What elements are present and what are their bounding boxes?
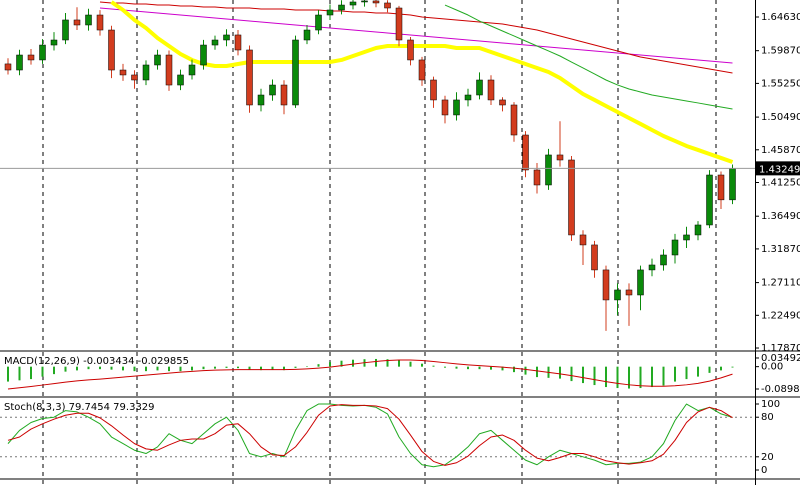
candle-body [257, 94, 265, 106]
y-tick-label: 1.17870 [761, 343, 800, 354]
candle-body [556, 154, 564, 161]
candle-body [188, 64, 196, 76]
candle-body [476, 79, 483, 96]
candle-body [614, 289, 621, 301]
candle-body [545, 154, 552, 186]
last-price-label: 1.43249 [759, 164, 800, 175]
candle-body [234, 34, 242, 51]
candle-body [407, 39, 414, 61]
candle-body [326, 9, 334, 16]
candle-body [269, 84, 276, 96]
candle-body [372, 0, 380, 4]
y-tick-label: 1.27110 [761, 278, 800, 289]
candle-body [292, 39, 299, 106]
candle-body [177, 74, 184, 86]
candle-body [591, 244, 598, 271]
candle-body [39, 44, 46, 61]
y-tick-label: 80 [761, 412, 774, 423]
candle-body [683, 234, 690, 241]
candle-body [223, 34, 230, 41]
candle-body [62, 19, 69, 41]
candle-body [522, 134, 529, 171]
indicator-line [110, 0, 734, 164]
y-tick-label: 1.31870 [761, 244, 800, 255]
y-tick-label: 1.41250 [761, 178, 800, 189]
candle-body [625, 289, 633, 296]
candle-body [246, 49, 253, 106]
candle-body [384, 2, 391, 9]
candle-body [211, 39, 219, 46]
indicator-line [7, 403, 733, 468]
y-tick-label: 0.034929 [761, 353, 800, 364]
candle-body [648, 264, 656, 271]
candle-body [315, 14, 322, 31]
indicator-title: Stoch(8,3,3) 79.7454 79.3329 [4, 402, 155, 413]
y-tick-label: 1.36490 [761, 211, 800, 222]
candle-body [338, 4, 345, 11]
candle-body [200, 44, 207, 66]
candle-body [131, 74, 138, 81]
y-tick-label: 1.55250 [761, 78, 800, 89]
candle-body [579, 234, 587, 246]
y-tick-label: 1.64630 [761, 12, 800, 23]
candle-body [430, 79, 437, 101]
candle-body [16, 54, 23, 71]
y-tick-label: 0.00 [761, 362, 783, 373]
candle-body [418, 59, 426, 81]
period-separators [42, 0, 717, 485]
candle-body [361, 0, 368, 3]
candle-body [671, 239, 679, 256]
candle-body [453, 99, 460, 116]
panel [0, 403, 755, 468]
indicator-line [444, 4, 733, 110]
candle-body [303, 29, 311, 41]
candle-body [85, 14, 92, 26]
candle-body [533, 169, 541, 186]
y-tick-label: 20 [761, 452, 774, 463]
candle-body [660, 254, 667, 266]
candle-body [108, 29, 115, 71]
candle-body [729, 168, 736, 201]
y-tick-label: 100 [761, 399, 780, 410]
y-tick-label: 0 [761, 465, 767, 476]
indicator-line [99, 1, 733, 74]
candle-body [4, 63, 12, 71]
indicator-line [7, 404, 733, 466]
candle-body [706, 174, 713, 226]
candle-body [349, 1, 357, 6]
panel [7, 358, 734, 390]
indicator-title: MACD(12,26,9) -0.003434 -0.029855 [4, 356, 189, 367]
panel [4, 0, 736, 331]
y-tick-label: 1.45870 [761, 145, 800, 156]
candle-body [280, 84, 288, 106]
candle-body [119, 69, 127, 76]
candle-body [395, 7, 403, 41]
candle-body [717, 174, 725, 201]
candle-body [499, 99, 506, 106]
candle-body [602, 269, 610, 301]
y-tick-label: 1.22490 [761, 310, 800, 321]
candle-body [694, 224, 702, 236]
candle-body [568, 159, 575, 236]
y-tick-label: -0.089825 [761, 384, 800, 395]
candle-body [487, 79, 495, 101]
candle-body [165, 54, 173, 86]
candle-body [50, 39, 58, 46]
indicator-line [7, 359, 733, 390]
candle-body [637, 269, 644, 296]
candle-body [27, 54, 35, 61]
candle-body [154, 54, 161, 66]
candle-body [441, 99, 449, 116]
candle-body [464, 94, 472, 101]
y-tick-label: 1.59870 [761, 46, 800, 57]
candle-body [510, 104, 518, 136]
last-price-box [756, 161, 800, 176]
candle-body [96, 14, 104, 31]
candle-body [73, 19, 81, 26]
y-tick-label: 1.50490 [761, 112, 800, 123]
candle-body [142, 64, 150, 81]
